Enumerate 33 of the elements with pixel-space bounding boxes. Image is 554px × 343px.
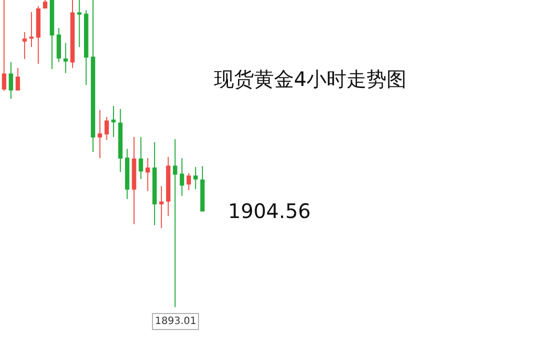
candlestick: [200, 166, 205, 212]
candlestick: [172, 138, 178, 308]
candlestick: [50, 0, 54, 70]
candlestick: [29, 11, 34, 48]
candlestick: [56, 27, 61, 63]
candlestick: [70, 0, 75, 68]
candlestick: [111, 105, 116, 138]
text: 1893.01: [155, 316, 196, 327]
candlestick: [180, 158, 184, 196]
candlestick: [152, 142, 157, 226]
candlestick: [63, 42, 68, 74]
candlestick: [166, 156, 170, 217]
candlestick: [138, 136, 144, 180]
candlestick: [8, 62, 14, 100]
candlestick: [16, 67, 20, 90]
candlestick: [84, 10, 88, 86]
text: 现货黄金4小时走势图: [214, 66, 407, 91]
candlestick: [42, 0, 48, 8]
candlestick: [36, 6, 40, 64]
candlestick: [186, 172, 191, 191]
candlestick: [118, 108, 123, 172]
candlestick: [159, 186, 164, 229]
candlestick: [104, 116, 109, 141]
candlestick: [77, 0, 82, 48]
candlestick: [193, 166, 198, 190]
candlestick: [146, 158, 150, 192]
candlestick: [98, 109, 102, 159]
candlestick: [132, 136, 136, 225]
candlestick: [125, 148, 130, 200]
candlestick: [90, 0, 96, 152]
text: 1904.56: [228, 199, 311, 223]
candlestick: [22, 31, 27, 60]
candlestick: [2, 0, 6, 92]
